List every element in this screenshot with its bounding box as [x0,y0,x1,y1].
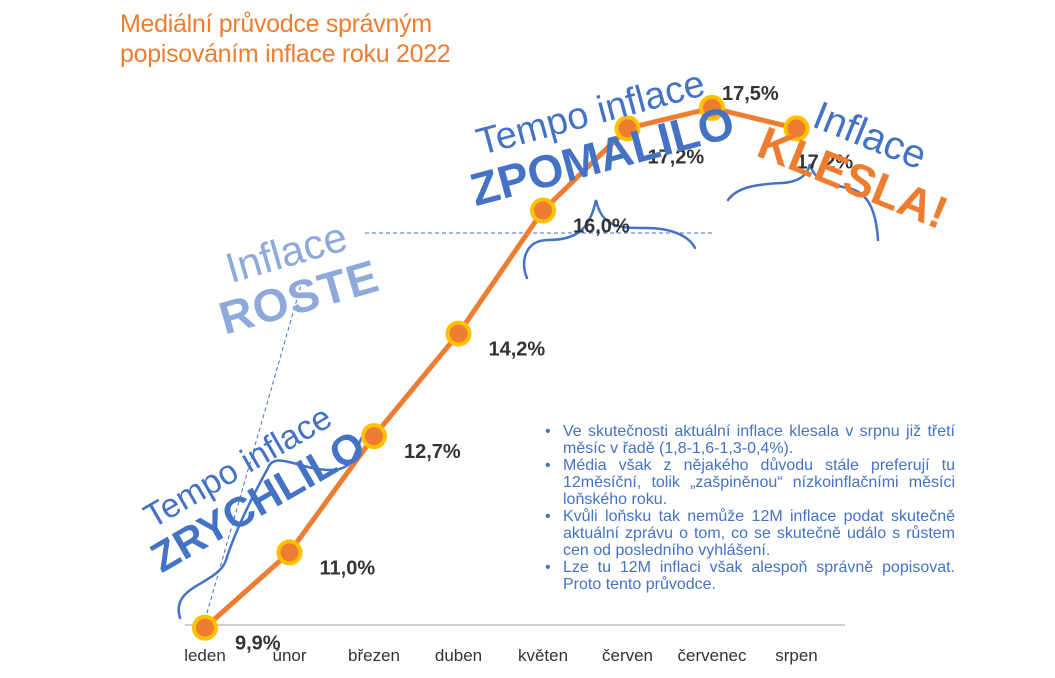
value-label-červenec: 17,5% [722,83,779,105]
data-point-březen [361,423,387,450]
value-label-květen: 16,0% [573,215,630,237]
x-tick-label-leden: leden [184,646,226,665]
note-item: Lze tu 12M inflaci však alespoň správně … [543,559,955,593]
data-point-duben [445,320,472,347]
brace-klesla [726,163,880,242]
value-label-únor: 11,0% [320,557,376,579]
x-tick-label-červen: červen [602,646,653,665]
data-point-srpen [783,115,810,142]
guide-roste [204,277,304,621]
page-title: Mediální průvodce správným popisováním i… [120,9,600,69]
x-tick-label-červenec: červenec [678,646,747,665]
x-tick-label-březen: březen [348,646,400,665]
title-line-2: popisováním inflace roku 2022 [120,40,451,68]
data-point-červen [614,115,641,142]
brace-zrychlilo [177,435,364,620]
value-labels: 9,9% 11,0% 12,7% 14,2% 16,0% 17,2% 17,5% 17,2% [235,83,853,655]
series-markers [192,94,810,641]
note-item: Ve skutečnosti aktuální inflace klesala … [543,423,955,457]
value-label-srpen: 17,2% [797,151,854,173]
note-item: Média však z nějakého důvodu stále prefe… [543,457,955,508]
x-tick-label-duben: duben [435,646,482,665]
brace-zpomalilo [522,199,697,280]
data-point-leden [192,614,218,641]
series-line [203,105,798,630]
data-point-únor [276,539,303,566]
value-label-duben: 14,2% [489,339,546,361]
value-label-leden: 9,9% [235,633,281,655]
data-point-květen [530,197,556,224]
value-label-červen: 17,2% [648,146,705,168]
x-axis-labels: leden únor březen duben květen červen červenec… [184,646,818,665]
x-tick-label-srpen: srpen [775,646,818,665]
title-line-1: Mediální průvodce správným [120,10,432,38]
notes-list: Ve skutečnosti aktuální inflace klesala … [543,423,955,593]
x-tick-label-květen: květen [518,646,568,665]
note-item: Kvůli loňsku tak nemůže 12M inflace poda… [543,508,955,559]
data-point-červenec [699,94,725,121]
x-tick-label-únor: únor [272,646,306,665]
value-label-březen: 12,7% [404,441,461,463]
